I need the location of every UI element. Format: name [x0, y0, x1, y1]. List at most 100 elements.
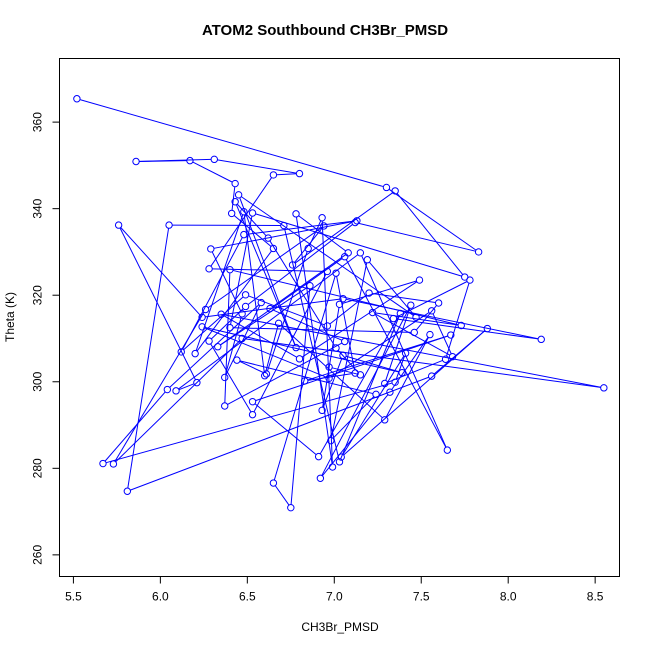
- data-point: [339, 294, 347, 303]
- y-tick-label: 300: [31, 371, 45, 391]
- data-point: [427, 307, 436, 315]
- series-segment: [388, 188, 477, 251]
- data-point: [363, 256, 372, 264]
- data-point: [241, 291, 250, 299]
- data-point: [426, 330, 434, 339]
- data-point: [356, 371, 365, 379]
- series-segment: [79, 99, 384, 188]
- series-segment: [269, 240, 335, 346]
- series-segment: [183, 296, 244, 351]
- x-axis-label: CH3Br_PMSD: [301, 620, 379, 634]
- data-point: [248, 410, 257, 419]
- data-point: [356, 249, 365, 257]
- data-point: [109, 460, 118, 468]
- series-segment: [225, 305, 261, 375]
- data-point: [483, 324, 492, 333]
- series-segment: [369, 261, 415, 316]
- data-point: [248, 209, 257, 217]
- data-point: [295, 355, 304, 363]
- data-point: [214, 343, 222, 351]
- data-point: [427, 372, 436, 380]
- series-segment: [205, 327, 400, 373]
- series-segment: [227, 342, 343, 405]
- data-point: [323, 267, 332, 276]
- data-series: [73, 95, 608, 512]
- series-segment: [375, 313, 450, 356]
- data-point: [205, 265, 213, 273]
- data-point: [234, 191, 243, 199]
- data-point: [434, 299, 443, 307]
- data-point: [269, 171, 278, 179]
- plot-frame: [59, 58, 620, 577]
- data-point: [221, 402, 229, 410]
- series-segment: [115, 340, 241, 463]
- data-point: [201, 305, 210, 314]
- series-segment: [361, 255, 447, 448]
- series-segment: [239, 361, 264, 374]
- data-point: [238, 334, 246, 343]
- series-segment: [239, 197, 296, 345]
- data-point: [226, 323, 234, 332]
- data-point: [295, 169, 304, 178]
- data-point: [325, 363, 333, 371]
- data-point: [335, 458, 344, 466]
- y-tick-label: 280: [31, 458, 45, 478]
- data-point: [238, 310, 246, 318]
- data-point: [73, 95, 81, 103]
- data-point: [191, 349, 199, 358]
- data-point: [410, 328, 418, 337]
- series-segment: [322, 307, 340, 408]
- series-segment: [114, 311, 205, 462]
- series-segment: [104, 391, 166, 462]
- y-tick-label: 360: [31, 112, 45, 132]
- data-point: [172, 387, 180, 395]
- series-segment: [319, 315, 400, 455]
- data-point: [320, 222, 328, 230]
- series-segment: [336, 276, 356, 371]
- series-segment: [337, 350, 359, 373]
- data-point: [240, 207, 248, 216]
- series-segment: [225, 316, 242, 375]
- x-tick-label: 8.0: [500, 590, 517, 604]
- x-axis: 5.5 6.0 6.5 7.0 7.5 8.0 8.5: [65, 576, 604, 604]
- data-point: [365, 289, 373, 297]
- series-segment: [178, 254, 359, 390]
- series-segment: [254, 403, 317, 455]
- data-point: [389, 314, 398, 323]
- data-point: [337, 453, 345, 461]
- series-segment: [432, 313, 452, 354]
- series-segment: [298, 215, 346, 252]
- data-point: [401, 349, 410, 357]
- data-point: [381, 416, 389, 424]
- data-point: [248, 397, 257, 406]
- data-point: [316, 474, 325, 482]
- series-segment: [195, 214, 244, 351]
- series-segment: [396, 318, 539, 340]
- data-point: [537, 335, 545, 344]
- x-tick-label: 5.5: [65, 590, 82, 604]
- data-point: [443, 446, 452, 454]
- series-segment: [415, 305, 437, 331]
- series-segment: [255, 213, 462, 277]
- data-point: [269, 244, 278, 253]
- series-segment: [127, 228, 170, 489]
- series-segment: [220, 287, 308, 346]
- data-point: [314, 452, 323, 461]
- series-segment: [446, 282, 470, 357]
- data-point: [412, 313, 420, 321]
- data-point: [398, 368, 406, 377]
- series-segment: [274, 485, 290, 506]
- data-point: [193, 378, 201, 387]
- data-point: [381, 379, 389, 388]
- series-segment: [309, 220, 322, 246]
- data-point: [262, 370, 271, 378]
- series-segment: [233, 327, 412, 333]
- series-segment: [331, 312, 430, 377]
- data-point: [447, 331, 455, 339]
- series-segment: [358, 222, 476, 252]
- series-segment: [342, 355, 405, 455]
- data-point: [332, 269, 340, 277]
- data-point: [332, 344, 340, 352]
- series-segment: [265, 326, 279, 373]
